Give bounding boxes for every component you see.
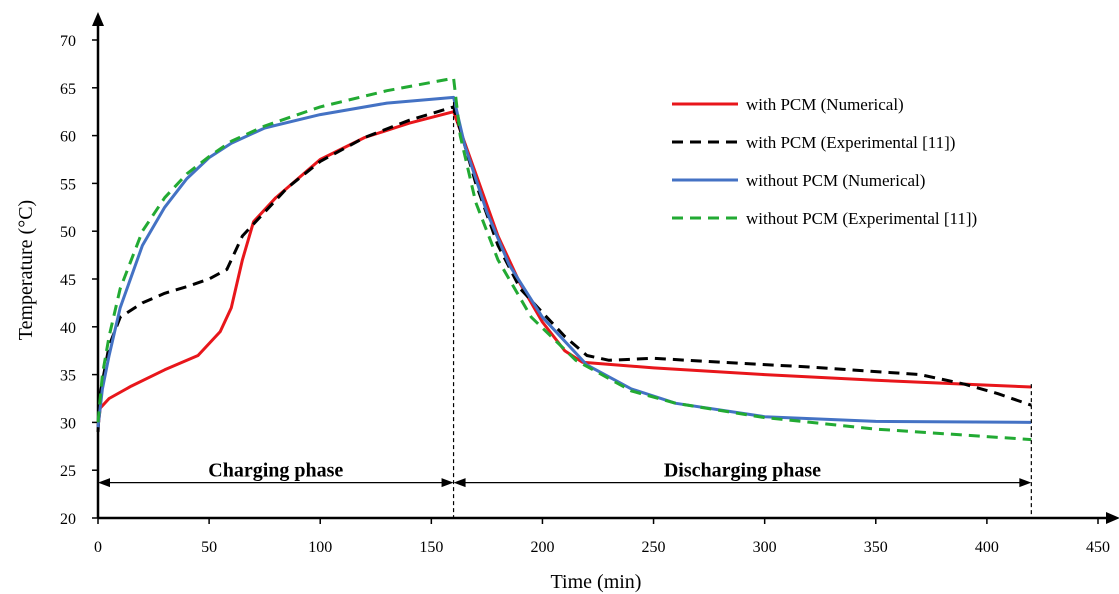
discharging-phase-label: Discharging phase — [664, 460, 821, 482]
discharging-arrow-head-right — [1019, 478, 1032, 488]
y-tick-label: 30 — [60, 415, 76, 432]
y-tick-label: 20 — [60, 511, 76, 528]
x-tick-label: 0 — [94, 539, 102, 556]
axes: 0 50 100 150 200 250 300 350 400 450 20 25 30 35 40 45 5… — [60, 12, 1119, 556]
x-tick-label: 50 — [201, 539, 217, 556]
x-tick-label: 100 — [308, 539, 332, 556]
legend-label: with PCM (Numerical) — [746, 95, 904, 114]
y-tick-label: 60 — [60, 129, 76, 146]
y-tick-label: 65 — [60, 81, 76, 98]
plot-area — [96, 76, 1032, 442]
series-line — [96, 76, 1032, 442]
phase-annotations: Charging phase Discharging phase — [98, 102, 1032, 518]
x-tick-label: 150 — [419, 539, 443, 556]
y-tick-label: 35 — [60, 368, 76, 385]
y-axis-arrow — [92, 12, 104, 26]
charging-phase-label: Charging phase — [208, 460, 343, 482]
x-tick-label: 300 — [753, 539, 777, 556]
x-axis-title: Time (min) — [551, 571, 642, 593]
x-tick-label: 450 — [1086, 539, 1110, 556]
series-line — [96, 110, 1032, 428]
y-tick-label: 70 — [60, 33, 76, 50]
y-tick-label: 50 — [60, 224, 76, 241]
y-tick-label: 25 — [60, 463, 76, 480]
legend-label: without PCM (Experimental [11]) — [746, 209, 977, 228]
x-axis-arrow — [1106, 512, 1119, 524]
charging-arrow-head-left — [98, 478, 110, 488]
y-axis-title: Temperature (°C) — [15, 200, 37, 340]
y-tick-label: 55 — [60, 176, 76, 193]
x-tick-label: 400 — [975, 539, 999, 556]
x-tick-label: 250 — [642, 539, 666, 556]
discharging-arrow-head-left — [453, 478, 466, 488]
y-tick-label: 40 — [60, 320, 76, 337]
series-line — [96, 95, 1032, 428]
charging-arrow-head-right — [441, 478, 454, 488]
y-tick-label: 45 — [60, 272, 76, 289]
legend: with PCM (Numerical) with PCM (Experiment… — [672, 95, 977, 228]
series-line — [96, 105, 1032, 433]
legend-label: without PCM (Numerical) — [746, 171, 925, 190]
x-tick-label: 350 — [864, 539, 888, 556]
x-tick-label: 200 — [530, 539, 554, 556]
legend-label: with PCM (Experimental [11]) — [746, 133, 955, 152]
